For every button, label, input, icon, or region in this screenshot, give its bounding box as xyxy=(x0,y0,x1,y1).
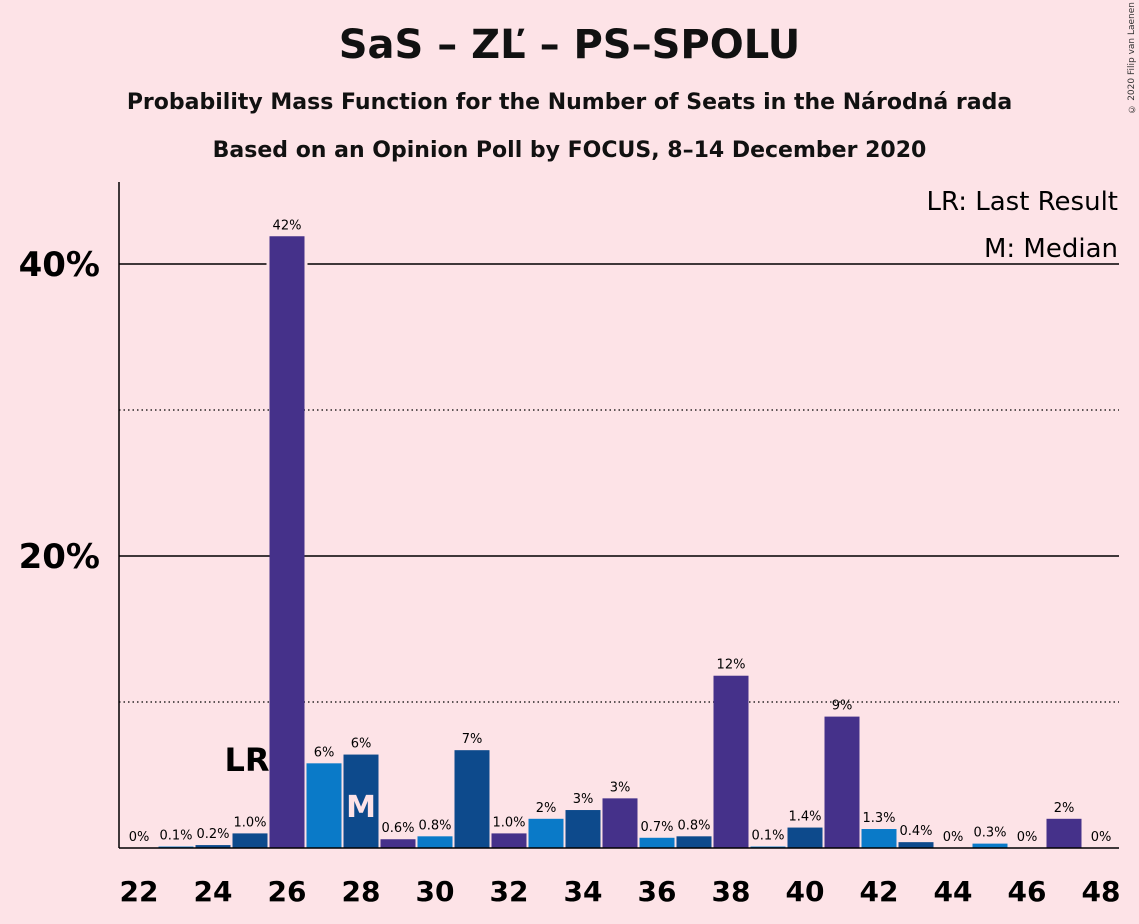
x-tick-label: 44 xyxy=(934,875,973,908)
x-tick-label: 30 xyxy=(416,875,455,908)
x-tick-label: 40 xyxy=(786,875,825,908)
x-tick-label: 24 xyxy=(194,875,233,908)
data-label-seat-41: 9% xyxy=(832,699,853,714)
data-label-seat-33: 2% xyxy=(536,801,557,816)
bar-seat-31 xyxy=(454,750,490,848)
x-tick-label: 42 xyxy=(860,875,899,908)
data-label-seat-32: 1.0% xyxy=(492,815,525,830)
data-label-seat-40: 1.4% xyxy=(788,810,821,825)
bars xyxy=(158,236,1082,848)
x-tick-label: 28 xyxy=(342,875,381,908)
data-label-seat-25: 1.0% xyxy=(233,815,266,830)
axes: 20% 40% 22 24 26 28 30 32 34 36 38 40 42 44 46 48 xyxy=(19,182,1121,908)
x-tick-label: 38 xyxy=(712,875,751,908)
data-label-seat-22: 0% xyxy=(129,830,150,845)
x-tick-label: 46 xyxy=(1008,875,1047,908)
x-tick-label: 48 xyxy=(1082,875,1121,908)
bar-seat-43 xyxy=(898,842,934,848)
gridline-gap-left xyxy=(266,263,270,266)
data-label-seat-34: 3% xyxy=(573,792,594,807)
bar-seat-36 xyxy=(639,837,675,848)
bar-seat-40 xyxy=(787,827,823,848)
data-label-seat-39: 0.1% xyxy=(751,829,784,844)
x-tick-label: 36 xyxy=(638,875,677,908)
bar-seat-41 xyxy=(824,716,860,848)
data-label-seat-36: 0.7% xyxy=(640,820,673,835)
chart-subtitle-1: Probability Mass Function for the Number… xyxy=(126,90,1013,115)
data-label-seat-28: 6% xyxy=(351,737,372,752)
gridline-gap-right xyxy=(304,263,308,266)
legend-last-result: LR: Last Result xyxy=(926,187,1118,217)
data-label-seat-24: 0.2% xyxy=(196,827,229,842)
bar-seat-35 xyxy=(602,798,638,848)
bar-seat-28 xyxy=(343,754,379,848)
data-label-seat-27: 6% xyxy=(314,745,335,760)
median-marker: M xyxy=(346,790,376,825)
bar-seat-29 xyxy=(380,839,416,848)
data-label-seat-38: 12% xyxy=(717,658,746,673)
data-label-seat-48: 0% xyxy=(1091,830,1112,845)
bar-seat-38 xyxy=(713,675,749,848)
bar-seat-25 xyxy=(232,833,268,848)
bar-seat-24 xyxy=(195,845,231,848)
data-label-seat-44: 0% xyxy=(943,830,964,845)
bar-seat-33 xyxy=(528,818,564,848)
data-label-seat-23: 0.1% xyxy=(159,829,192,844)
chart-title: SaS – ZĽ – PS–SPOLU xyxy=(338,22,801,68)
data-labels: 0% 0.1% 0.2% 1.0% 42% 6% 6% 0.6% 0.8% 7% 1.0% 2% 3% 3… xyxy=(129,218,1112,845)
bar-seat-34 xyxy=(565,810,601,848)
bar-seat-42 xyxy=(861,829,897,848)
bar-seat-32 xyxy=(491,833,527,848)
data-label-seat-45: 0.3% xyxy=(973,826,1006,841)
data-label-seat-42: 1.3% xyxy=(862,811,895,826)
bar-seat-26 xyxy=(269,236,305,848)
last-result-marker: LR xyxy=(224,741,269,779)
legend-median: M: Median xyxy=(984,234,1118,264)
data-label-seat-31: 7% xyxy=(462,732,483,747)
chart-subtitle-2: Based on an Opinion Poll by FOCUS, 8–14 … xyxy=(212,138,927,163)
data-label-seat-35: 3% xyxy=(610,780,631,795)
x-tick-label: 32 xyxy=(490,875,529,908)
x-tick-label: 22 xyxy=(120,875,159,908)
bar-seat-30 xyxy=(417,836,453,848)
data-label-seat-30: 0.8% xyxy=(418,818,451,833)
data-label-seat-29: 0.6% xyxy=(381,821,414,836)
grid-lines xyxy=(119,263,1119,703)
bar-seat-45 xyxy=(972,843,1008,848)
y-tick-label: 20% xyxy=(19,537,100,577)
bar-seat-37 xyxy=(676,836,712,848)
data-label-seat-43: 0.4% xyxy=(899,824,932,839)
data-label-seat-37: 0.8% xyxy=(677,818,710,833)
data-label-seat-47: 2% xyxy=(1054,801,1075,816)
y-tick-label: 40% xyxy=(19,245,100,285)
data-label-seat-46: 0% xyxy=(1017,830,1038,845)
x-tick-label: 34 xyxy=(564,875,603,908)
bar-seat-47 xyxy=(1046,818,1082,848)
x-tick-label: 26 xyxy=(268,875,307,908)
data-label-seat-26: 42% xyxy=(273,218,302,233)
bar-seat-27 xyxy=(306,763,342,848)
